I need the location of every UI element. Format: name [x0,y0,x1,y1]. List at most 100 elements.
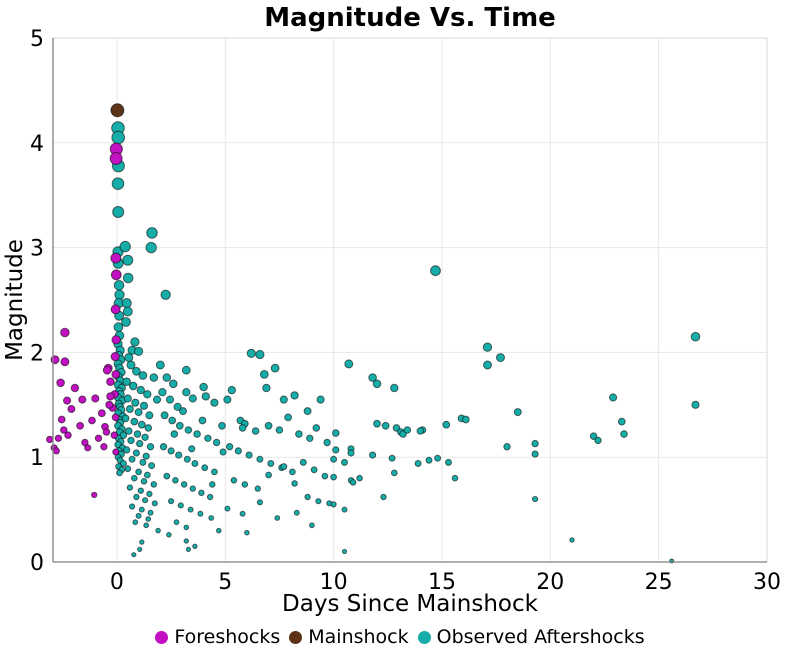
data-point [130,337,140,347]
data-point [63,396,72,405]
data-point [188,394,197,403]
data-point [461,415,470,424]
data-point [256,455,264,463]
y-tick-label: 5 [30,27,44,52]
data-point [137,546,143,553]
data-point [293,509,300,516]
data-point [64,431,72,440]
data-point [275,426,284,434]
x-tick-label: 25 [645,570,673,595]
data-point [146,227,158,239]
data-point [306,434,314,442]
data-point [136,385,146,395]
data-point [238,424,247,432]
data-point [137,487,145,494]
data-point [442,420,451,429]
data-point [147,509,154,516]
data-point [128,455,136,463]
data-point [163,472,171,480]
data-point [173,519,180,526]
data-point [125,405,134,413]
data-point [121,317,131,327]
data-point [110,431,119,440]
data-point [223,395,232,404]
data-point [211,468,218,476]
data-point [139,401,149,410]
data-point [134,408,143,417]
data-point [513,408,522,417]
data-point [102,365,112,375]
data-point [496,353,505,363]
data-point [279,395,288,404]
data-point [84,444,92,452]
data-point [168,498,175,505]
data-point [106,377,115,387]
data-point [70,383,80,393]
data-point [159,443,168,451]
data-point [183,524,190,531]
data-point [192,543,198,549]
data-point [245,451,253,459]
data-point [166,532,172,538]
data-point [265,471,273,479]
data-point [208,515,215,521]
data-point [46,435,54,444]
data-point [388,454,396,462]
data-point [131,552,137,558]
data-point [289,468,296,476]
data-point [185,546,191,553]
data-point [132,449,140,457]
data-point [111,177,125,190]
data-point [133,493,140,501]
data-point [259,370,269,379]
data-point [91,394,100,403]
data-point [201,392,211,401]
data-point [349,479,357,486]
data-point [113,322,124,333]
data-point [310,466,318,474]
data-point [267,460,275,467]
data-point [256,499,263,506]
data-point [347,449,355,457]
data-point [170,430,179,438]
data-point [160,411,169,420]
data-point [280,463,288,471]
data-point [209,481,216,488]
data-point [121,414,130,423]
data-point [188,445,196,453]
data-point [167,447,175,455]
plot-border [52,37,768,563]
data-point [197,510,204,517]
data-point [50,355,60,365]
data-point [145,516,152,522]
data-point [143,522,150,529]
data-point [110,252,122,264]
data-point [60,426,68,434]
data-point [122,254,134,266]
data-point [332,429,340,437]
data-point [691,400,700,409]
data-point [344,359,354,369]
data-point [198,489,205,496]
tick-labels: 0 5 10 15 20 25 30 0 1 2 3 4 5 [30,27,781,595]
data-point [304,493,311,501]
data-point [78,395,87,404]
data-point [129,503,136,510]
data-point [216,527,222,534]
data-point [187,506,194,513]
data-point [141,433,149,441]
data-point [137,420,146,429]
data-point [140,478,148,485]
data-point [123,394,132,403]
data-point [122,272,134,284]
data-point [116,469,123,477]
data-point [155,527,161,534]
data-point [218,421,226,430]
data-point [430,265,441,277]
data-point [121,298,132,309]
gridlines [53,37,768,563]
data-point [609,393,618,402]
data-point [330,501,337,508]
data-point [373,419,381,428]
chart-title: Magnitude Vs. Time [264,3,556,33]
